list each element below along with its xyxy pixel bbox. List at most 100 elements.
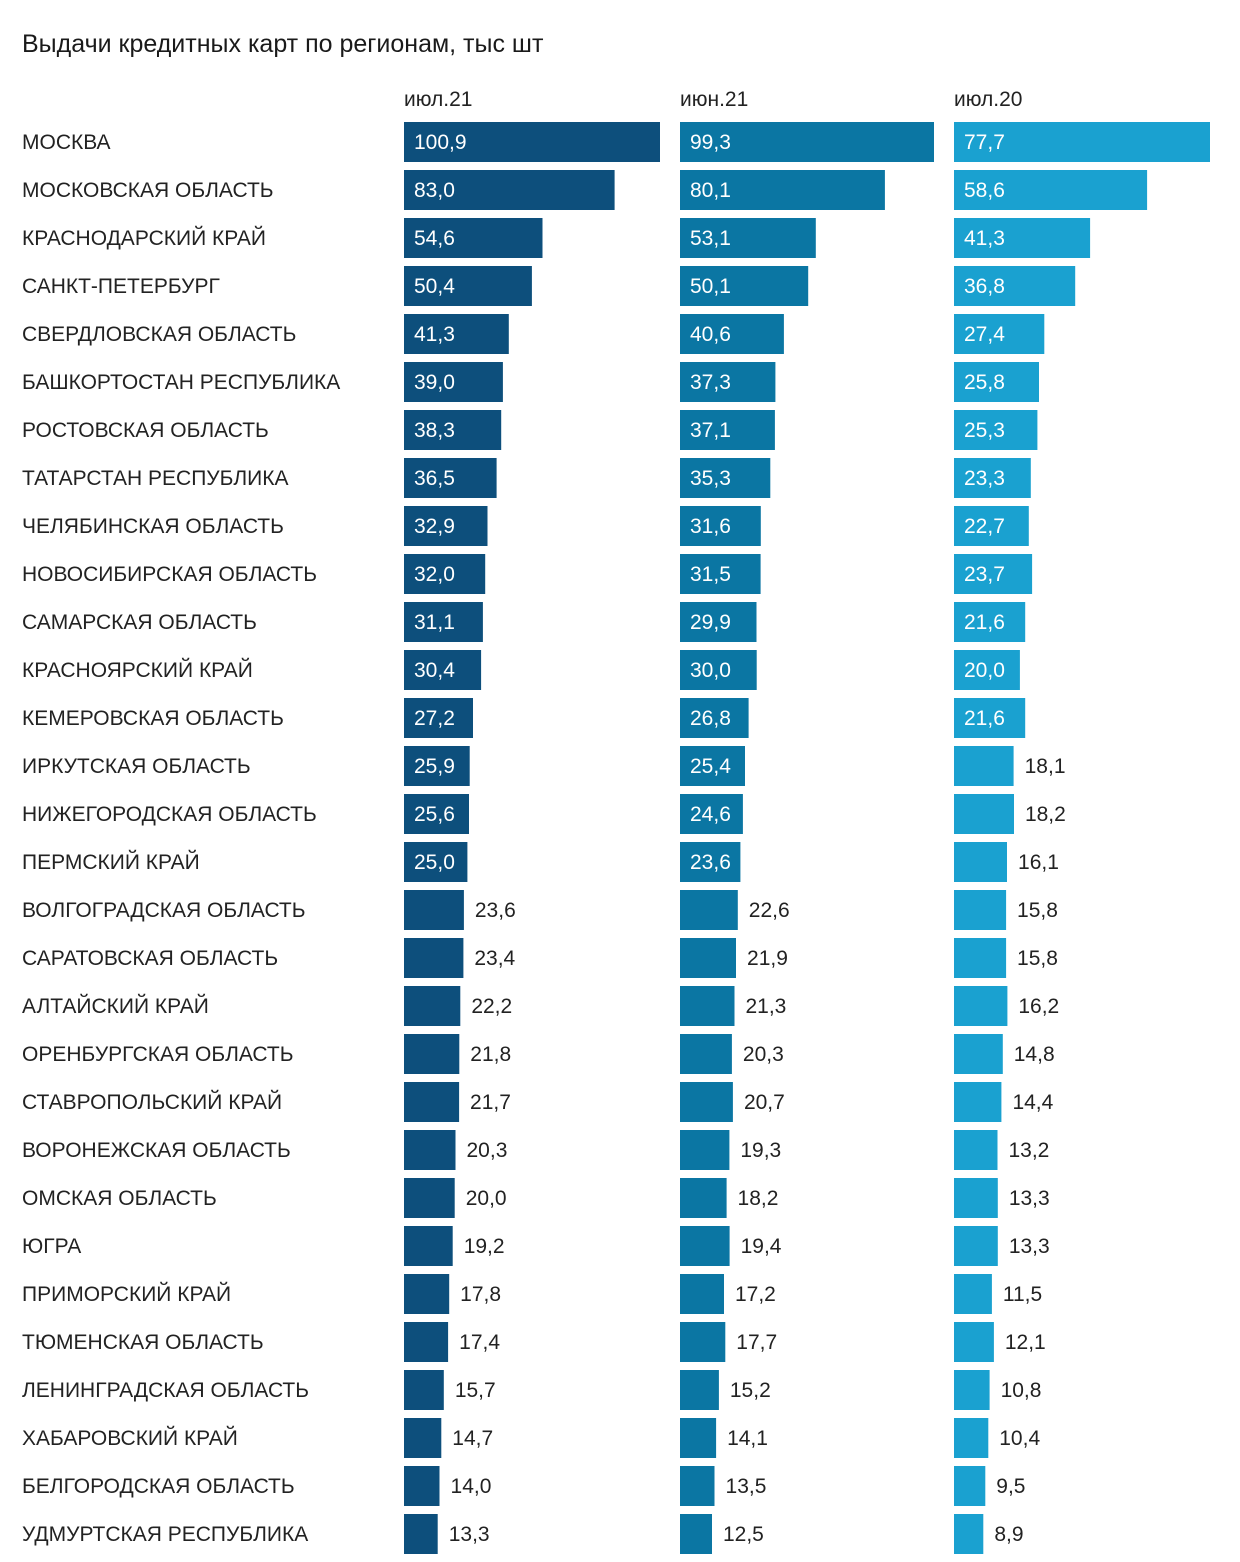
bar [680, 1130, 730, 1170]
data-label: 17,8 [460, 1283, 501, 1306]
bar [404, 314, 509, 354]
data-label: 50,4 [414, 275, 455, 298]
category-label: МОСКОВСКАЯ ОБЛАСТЬ [22, 179, 274, 202]
bar [954, 1082, 1002, 1122]
data-label: 77,7 [964, 131, 1005, 154]
data-label: 15,8 [1017, 947, 1058, 970]
data-label: 23,6 [690, 851, 731, 874]
data-label: 23,3 [964, 467, 1005, 490]
bar [404, 458, 497, 498]
bar [954, 122, 1210, 162]
data-label: 14,1 [727, 1427, 768, 1450]
bar [680, 506, 761, 546]
category-label: АЛТАЙСКИЙ КРАЙ [22, 994, 209, 1018]
category-label: ЮГРА [22, 1235, 81, 1258]
bar [954, 1466, 986, 1506]
data-label: 15,2 [730, 1379, 771, 1402]
category-label: ТЮМЕНСКАЯ ОБЛАСТЬ [22, 1331, 264, 1354]
category-label: ВОРОНЕЖСКАЯ ОБЛАСТЬ [22, 1139, 291, 1162]
bar [404, 266, 532, 306]
bar [680, 458, 771, 498]
bar [954, 1514, 984, 1554]
bar [404, 506, 488, 546]
bar [404, 650, 482, 690]
data-label: 41,3 [964, 227, 1005, 250]
data-label: 58,6 [964, 179, 1005, 202]
bar [954, 602, 1026, 642]
category-label: НОВОСИБИРСКАЯ ОБЛАСТЬ [22, 563, 317, 586]
data-label: 13,3 [1009, 1235, 1050, 1258]
bar [404, 890, 464, 930]
category-label: КРАСНОДАРСКИЙ КРАЙ [22, 226, 266, 250]
data-label: 25,4 [690, 755, 731, 778]
category-label: РОСТОВСКАЯ ОБЛАСТЬ [22, 419, 269, 442]
bar [954, 1226, 998, 1266]
data-label: 20,7 [744, 1091, 785, 1114]
bar [680, 890, 738, 930]
data-label: 18,1 [1025, 755, 1066, 778]
bar [680, 842, 741, 882]
data-label: 21,6 [964, 707, 1005, 730]
category-label: МОСКВА [22, 131, 111, 154]
bar [404, 1034, 460, 1074]
data-label: 32,9 [414, 515, 455, 538]
data-label: 31,1 [414, 611, 455, 634]
data-label: 31,5 [690, 563, 731, 586]
data-label: 36,5 [414, 467, 455, 490]
bar [404, 986, 461, 1026]
bar [404, 1418, 442, 1458]
data-label: 41,3 [414, 323, 455, 346]
bar [954, 218, 1091, 258]
chart-title: Выдачи кредитных карт по регионам, тыс ш… [22, 30, 544, 58]
bar [404, 1178, 455, 1218]
data-label: 23,4 [474, 947, 515, 970]
bar [404, 554, 486, 594]
data-label: 27,2 [414, 707, 455, 730]
data-label: 20,0 [964, 659, 1005, 682]
bar [954, 938, 1007, 978]
bar [954, 1274, 992, 1314]
data-label: 20,3 [467, 1139, 508, 1162]
category-label: БАШКОРТОСТАН РЕСПУБЛИКА [22, 371, 340, 394]
bar [954, 170, 1148, 210]
data-label: 23,6 [475, 899, 516, 922]
data-label: 25,6 [414, 803, 455, 826]
bar [954, 554, 1033, 594]
data-label: 21,7 [470, 1091, 511, 1114]
bar [680, 218, 816, 258]
bar [680, 170, 885, 210]
data-label: 17,2 [735, 1283, 776, 1306]
data-label: 83,0 [414, 179, 455, 202]
category-label: ОРЕНБУРГСКАЯ ОБЛАСТЬ [22, 1043, 294, 1066]
data-label: 15,8 [1017, 899, 1058, 922]
data-label: 25,8 [964, 371, 1005, 394]
bar [954, 1034, 1003, 1074]
data-label: 24,6 [690, 803, 731, 826]
data-label: 25,0 [414, 851, 455, 874]
data-label: 37,3 [690, 371, 731, 394]
bar [404, 1082, 460, 1122]
bar [404, 698, 473, 738]
bar [680, 1322, 726, 1362]
bar [680, 746, 745, 786]
data-label: 20,3 [743, 1043, 784, 1066]
data-label: 23,7 [964, 563, 1005, 586]
bar [680, 1034, 732, 1074]
bar [404, 1130, 456, 1170]
category-label: НИЖЕГОРОДСКАЯ ОБЛАСТЬ [22, 803, 317, 826]
bar [680, 122, 934, 162]
bar [954, 1130, 998, 1170]
bar [954, 1370, 990, 1410]
data-label: 10,8 [1001, 1379, 1042, 1402]
data-label: 21,8 [470, 1043, 511, 1066]
bar [680, 1226, 730, 1266]
bar [680, 698, 749, 738]
data-label: 21,9 [747, 947, 788, 970]
data-label: 53,1 [690, 227, 731, 250]
data-label: 22,7 [964, 515, 1005, 538]
data-label: 19,3 [740, 1139, 781, 1162]
data-label: 35,3 [690, 467, 731, 490]
data-label: 19,2 [464, 1235, 505, 1258]
data-label: 15,7 [455, 1379, 496, 1402]
series-header: июн.21 [680, 88, 748, 111]
